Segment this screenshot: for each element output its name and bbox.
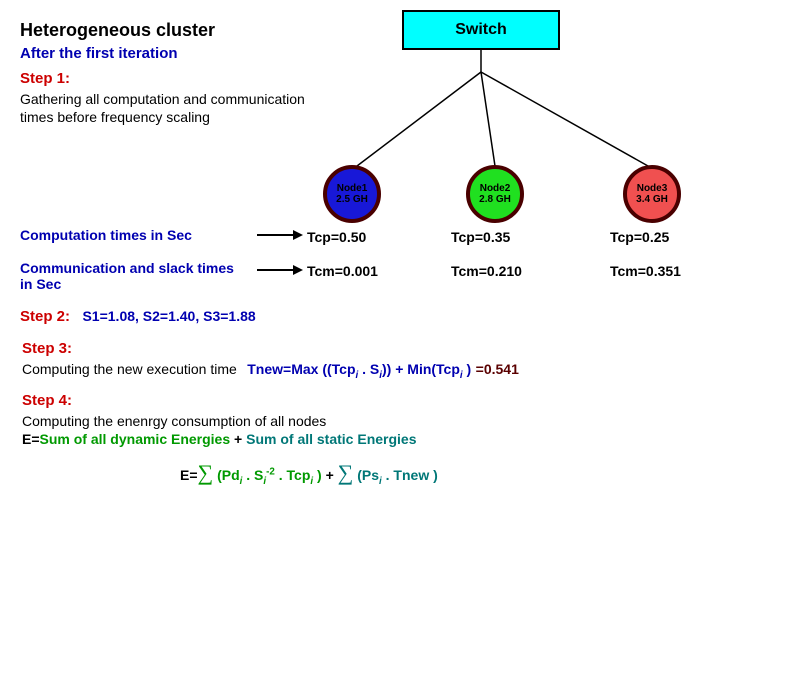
step4-dyn: Sum of all dynamic Energies xyxy=(40,431,231,447)
node-2-freq: 2.8 GH xyxy=(479,194,511,205)
edges xyxy=(357,50,648,166)
computation-label: Computation times in Sec xyxy=(20,227,192,243)
node3-tcp: Tcp=0.25 xyxy=(610,228,669,246)
step2-values: S1=1.08, S2=1.40, S3=1.88 xyxy=(82,308,255,324)
node-3: Node3 3.4 GH xyxy=(623,165,681,223)
step3-label: Step 3: xyxy=(22,340,72,357)
step4-text: Computing the enenrgy consumption of all… xyxy=(22,412,326,430)
node2-tcm: Tcm=0.210 xyxy=(451,262,522,280)
node-2: Node2 2.8 GH xyxy=(466,165,524,223)
step3-text: Computing the new execution time xyxy=(22,361,237,377)
step4-plus: + xyxy=(230,431,246,447)
node3-tcm: Tcm=0.351 xyxy=(610,262,681,280)
node-3-freq: 3.4 GH xyxy=(636,194,668,205)
energy-formula: E=∑ (Pdi . Si-2 . Tcpi ) + ∑ (Psi . Tnew… xyxy=(180,460,438,487)
node1-tcp: Tcp=0.50 xyxy=(307,228,366,246)
step4-stat: Sum of all static Energies xyxy=(246,431,416,447)
node1-tcm: Tcm=0.001 xyxy=(307,262,378,280)
node2-tcp: Tcp=0.35 xyxy=(451,228,510,246)
topology-svg xyxy=(0,0,800,698)
step4-label: Step 4: xyxy=(22,392,72,409)
step3-formula: Tnew=Max ((Tcpi . Si)) + Min(Tcpi ) xyxy=(247,361,471,377)
step2-label: Step 2: xyxy=(20,308,70,325)
node-2-name: Node2 xyxy=(480,183,511,194)
communication-label: Communication and slack times in Sec xyxy=(20,260,250,292)
node-1: Node1 2.5 GH xyxy=(323,165,381,223)
step4-eq-prefix: E= xyxy=(22,431,40,447)
step3-result: =0.541 xyxy=(476,361,519,377)
node-1-name: Node1 xyxy=(337,183,368,194)
arrow-1 xyxy=(257,230,303,240)
arrow-2 xyxy=(257,265,303,275)
node-1-freq: 2.5 GH xyxy=(336,194,368,205)
node-3-name: Node3 xyxy=(637,183,668,194)
